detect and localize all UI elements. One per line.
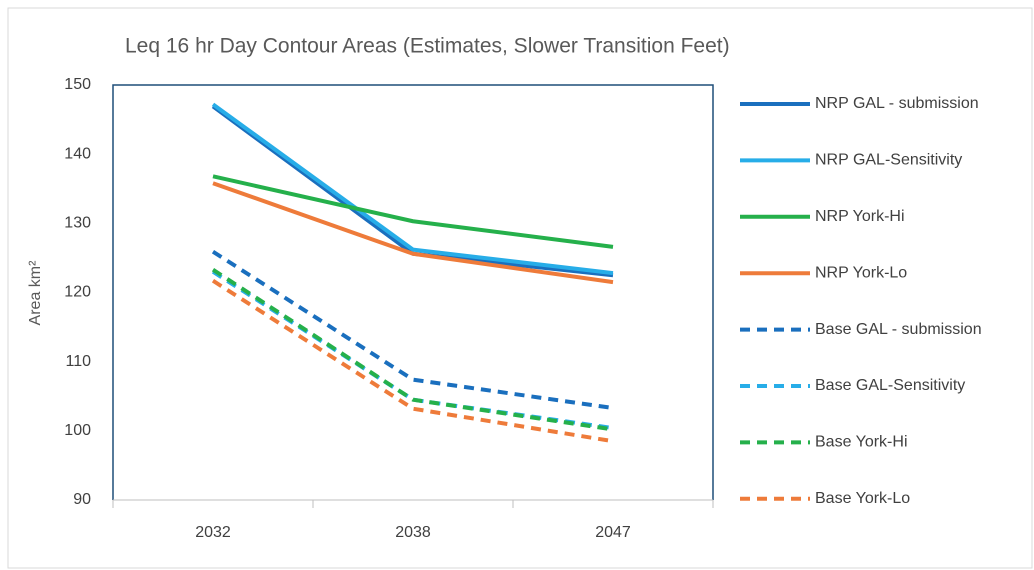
- chart-frame: [7, 7, 1033, 569]
- legend-label: NRP GAL-Sensitivity: [815, 152, 962, 169]
- series-line: [212, 174, 614, 249]
- y-axis-label: Area km²: [27, 260, 44, 326]
- y-tick-label: 110: [65, 353, 91, 370]
- legend-label: NRP York-Hi: [815, 208, 905, 225]
- legend-label: Base York-Hi: [815, 434, 908, 451]
- series-line: [212, 181, 614, 285]
- x-tick-label: 2038: [395, 524, 431, 541]
- y-tick-label: 130: [64, 215, 91, 232]
- series-line: [211, 267, 614, 432]
- chart-title: Leq 16 hr Day Contour Areas (Estimates, …: [125, 35, 730, 58]
- legend-label: Base York-Lo: [815, 490, 910, 507]
- y-tick-label: 100: [64, 422, 91, 439]
- y-tick-label: 90: [73, 491, 91, 508]
- y-tick-label: 140: [64, 145, 91, 162]
- y-tick-label: 120: [64, 284, 91, 301]
- series-line: [211, 102, 614, 276]
- legend-label: Base GAL - submission: [815, 321, 982, 338]
- legend-label: Base GAL-Sensitivity: [815, 377, 965, 394]
- x-tick-label: 2032: [195, 524, 231, 541]
- legend-label: NRP GAL - submission: [815, 95, 979, 112]
- legend-label: NRP York-Lo: [815, 264, 907, 281]
- x-tick-label: 2047: [595, 524, 631, 541]
- plot-border: [112, 84, 714, 500]
- y-tick-label: 150: [64, 76, 91, 93]
